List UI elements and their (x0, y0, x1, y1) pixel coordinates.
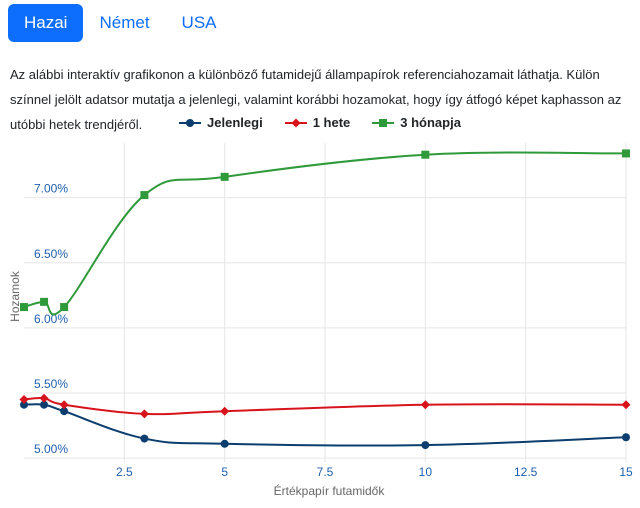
data-point-jelenlegi (622, 433, 630, 442)
data-point-jelenlegi (220, 439, 229, 448)
tab-hazai[interactable]: Hazai (8, 4, 84, 42)
data-point-3-honapja (220, 172, 229, 181)
data-point-1-hete (39, 393, 49, 403)
data-point-3-honapja (60, 303, 69, 312)
legend-item-1-hete[interactable]: 1 hete (284, 115, 351, 130)
tab-usa[interactable]: USA (181, 13, 217, 32)
data-point-3-honapja (40, 297, 49, 306)
x-axis-title: Értékpapír futamidők (274, 483, 386, 498)
y-tick-label: 5.50% (34, 377, 68, 391)
x-tick-label: 7.5 (317, 465, 334, 479)
data-point-3-honapja (20, 303, 28, 312)
market-tabs: Hazai Német USA (8, 4, 233, 42)
legend-line-diamond-icon (284, 118, 307, 127)
data-point-jelenlegi (20, 400, 28, 409)
data-point-3-honapja (421, 150, 430, 159)
legend-line-square-icon (372, 118, 395, 127)
x-tick-label: 10 (419, 465, 433, 479)
series-line-3-honapja (23, 151, 627, 316)
data-point-jelenlegi (40, 400, 49, 409)
data-point-3-honapja (140, 191, 149, 200)
y-tick-label: 6.50% (34, 247, 68, 261)
legend-label-1-hete: 1 hete (312, 115, 351, 130)
legend-item-3-honapja[interactable]: 3 hónapja (372, 115, 461, 130)
y-axis-title: Hozamok (8, 270, 22, 322)
data-point-1-hete (420, 400, 430, 410)
legend-label-3-honapja: 3 hónapja (400, 115, 461, 130)
legend-label-jelenlegi: Jelenlegi (207, 115, 263, 130)
chart-description: Az alábbi interaktív grafikonon a különb… (10, 67, 622, 132)
data-point-3-honapja (622, 149, 630, 158)
chart-legend: Jelenlegi 1 hete 3 hónapja (0, 115, 640, 130)
x-tick-label: 5 (221, 465, 228, 479)
y-tick-label: 6.00% (34, 312, 68, 326)
data-point-1-hete (59, 400, 69, 410)
data-point-1-hete (19, 395, 29, 405)
x-tick-label: 12.5 (514, 465, 538, 479)
data-point-jelenlegi (60, 407, 69, 416)
y-tick-label: 7.00% (34, 182, 68, 196)
data-point-jelenlegi (140, 434, 149, 443)
legend-item-jelenlegi[interactable]: Jelenlegi (179, 115, 263, 130)
data-point-1-hete (220, 406, 230, 416)
tab-nemet[interactable]: Német (99, 13, 150, 32)
data-point-1-hete (621, 400, 631, 410)
y-tick-label: 5.00% (34, 442, 68, 456)
x-tick-label: 15 (619, 465, 633, 479)
data-point-jelenlegi (421, 441, 430, 450)
x-tick-label: 2.5 (116, 465, 133, 479)
legend-line-circle-icon (179, 118, 202, 127)
data-point-1-hete (139, 409, 149, 419)
